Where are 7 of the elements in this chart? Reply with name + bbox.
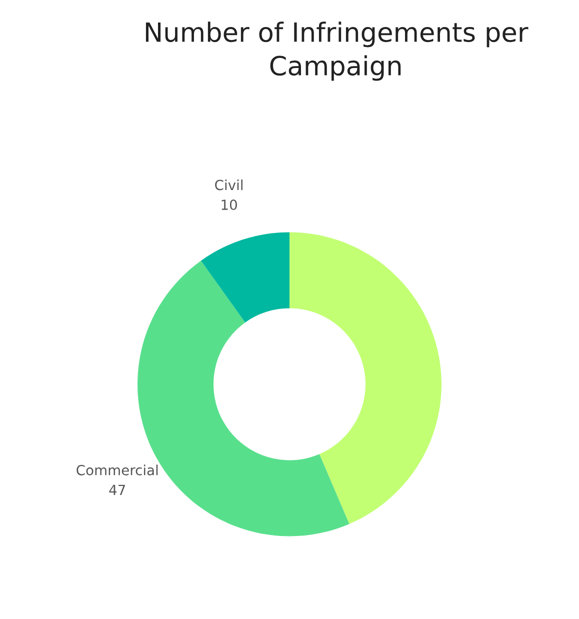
donut-slice (200, 232, 290, 322)
chart-title: Number of Infringements per Campaign (146, 22, 528, 81)
slice-label: Civil (215, 180, 242, 190)
data-label: 47 (109, 484, 126, 495)
data-label: 10 (222, 200, 237, 210)
slice-label: Commercial (76, 464, 158, 476)
donut-slice (290, 232, 442, 524)
